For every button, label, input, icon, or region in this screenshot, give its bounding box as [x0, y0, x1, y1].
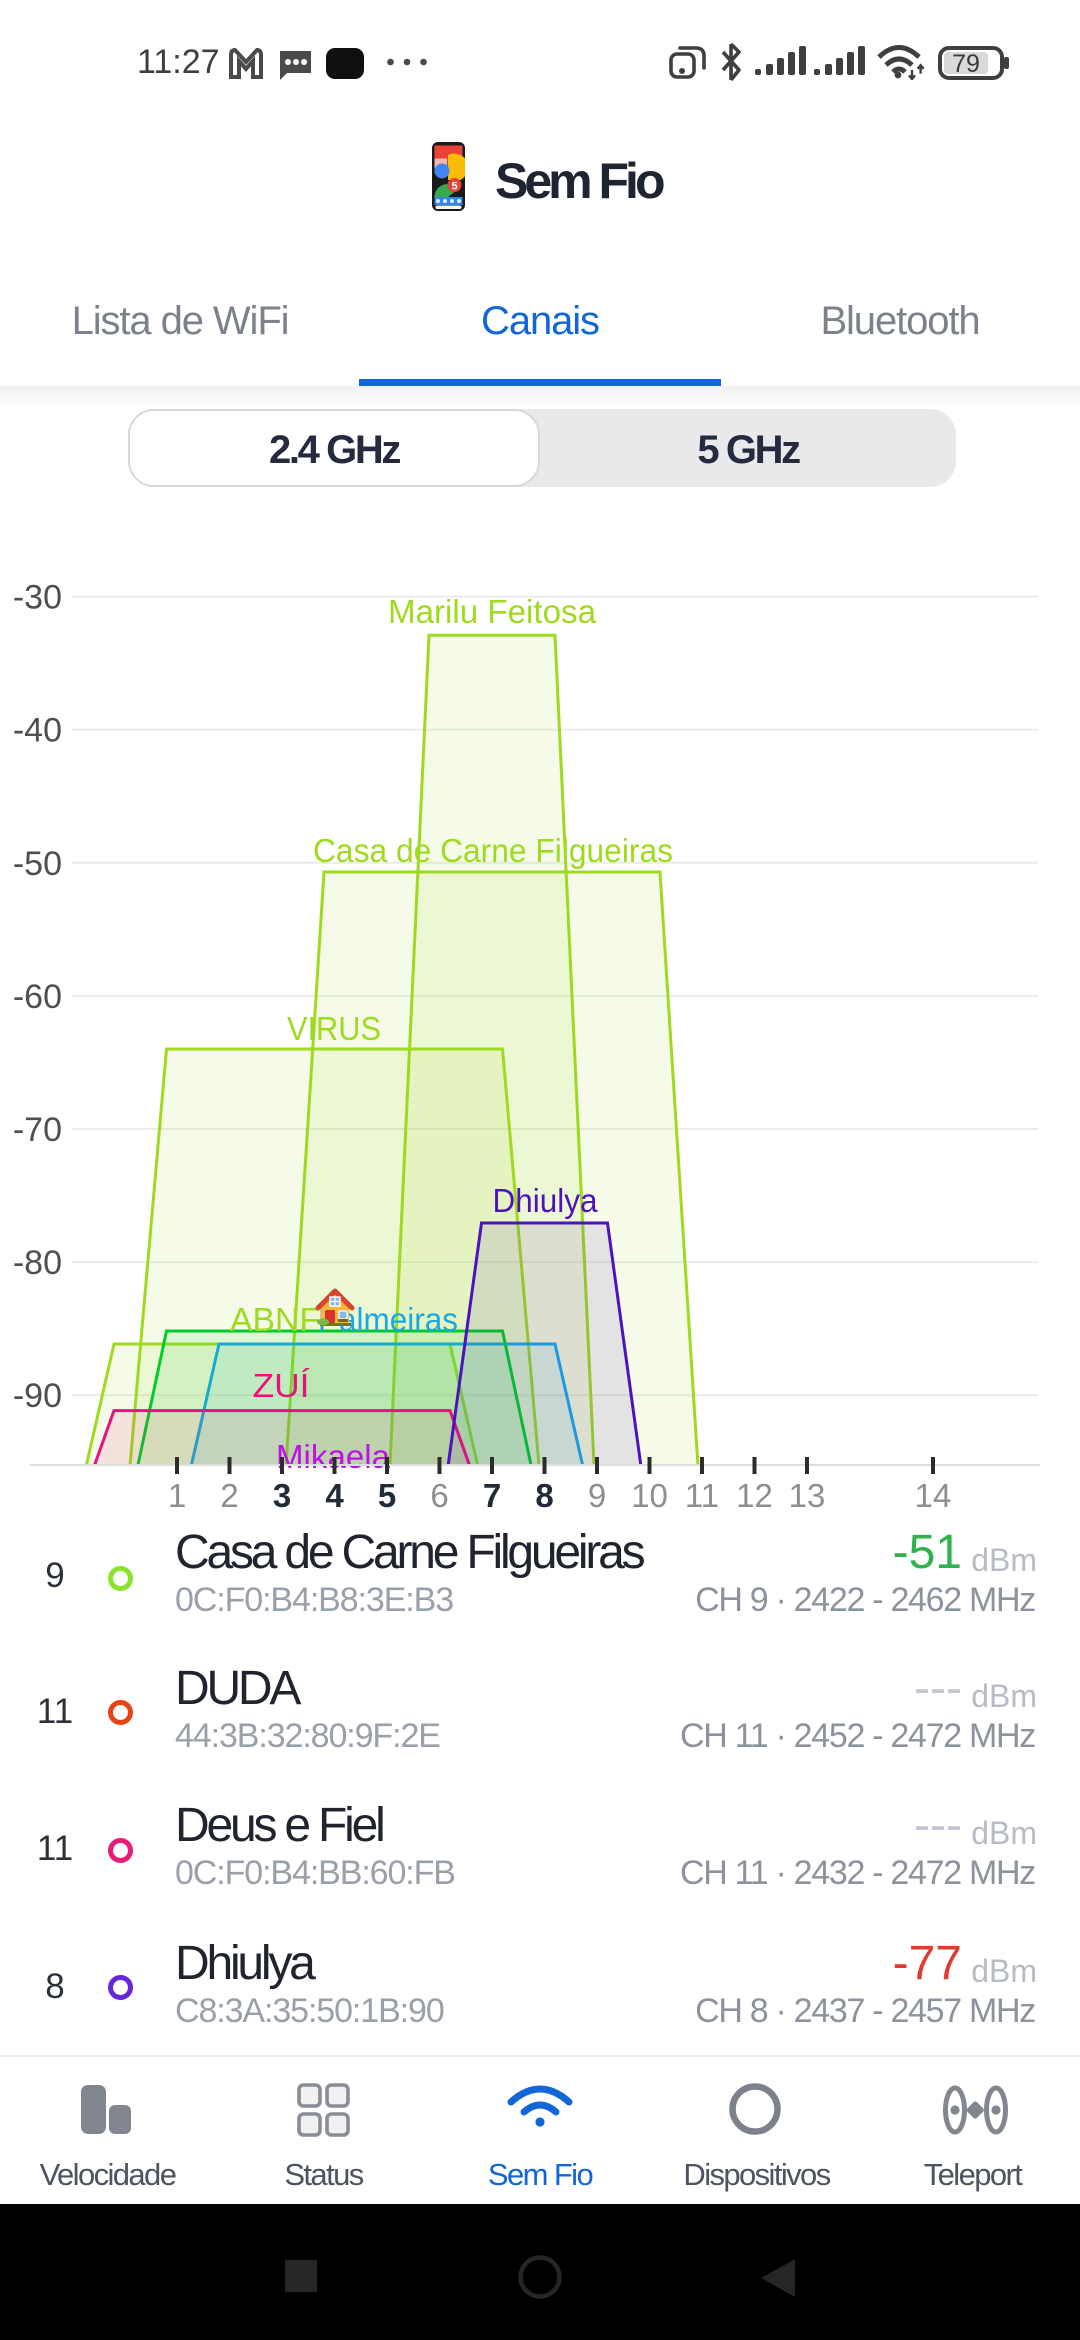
svg-text:12: 12	[736, 1477, 773, 1514]
svg-text:14: 14	[915, 1477, 952, 1514]
svg-text:5: 5	[378, 1477, 396, 1514]
svg-text:1: 1	[168, 1477, 186, 1514]
svg-text:ZUÍ: ZUÍ	[253, 1367, 311, 1404]
svg-text:6: 6	[430, 1477, 448, 1514]
svg-text:-60: -60	[13, 978, 62, 1016]
svg-text:2: 2	[220, 1477, 238, 1514]
svg-text:3: 3	[273, 1477, 291, 1514]
svg-text:5: 5	[451, 181, 457, 193]
svg-text:Marilu Feitosa: Marilu Feitosa	[388, 593, 597, 630]
svg-text:-40: -40	[13, 712, 62, 750]
svg-text:11: 11	[685, 1477, 719, 1514]
svg-text:8: 8	[535, 1477, 553, 1514]
svg-text:4: 4	[325, 1477, 344, 1514]
svg-text:ABNF: ABNF	[230, 1301, 320, 1338]
svg-text:Dhiulya: Dhiulya	[493, 1182, 599, 1219]
svg-text:Casa de Carne Filgueiras: Casa de Carne Filgueiras	[313, 832, 673, 869]
svg-text:-70: -70	[13, 1111, 62, 1149]
svg-text:9: 9	[588, 1477, 606, 1514]
svg-text:VIRUS: VIRUS	[287, 1010, 381, 1047]
svg-text:-30: -30	[13, 579, 62, 617]
svg-text:-80: -80	[13, 1244, 62, 1282]
svg-text:10: 10	[631, 1477, 668, 1514]
svg-text:-50: -50	[13, 845, 62, 883]
svg-text:-90: -90	[13, 1377, 62, 1415]
svg-text:79: 79	[952, 50, 980, 78]
svg-text:13: 13	[789, 1477, 826, 1514]
svg-text:7: 7	[483, 1477, 501, 1514]
